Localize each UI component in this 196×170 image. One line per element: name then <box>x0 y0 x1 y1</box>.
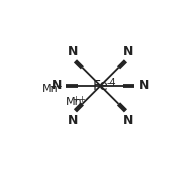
Text: Mn: Mn <box>42 84 59 94</box>
Text: -4: -4 <box>107 78 117 88</box>
Text: N: N <box>67 45 78 58</box>
Text: ++: ++ <box>49 82 63 91</box>
Text: Mn: Mn <box>66 97 83 107</box>
Text: N: N <box>123 45 133 58</box>
Text: Fe: Fe <box>93 79 108 93</box>
Text: ++: ++ <box>73 95 86 104</box>
Text: N: N <box>138 79 149 92</box>
Text: N: N <box>52 79 63 92</box>
Text: N: N <box>67 114 78 127</box>
Text: N: N <box>123 114 133 127</box>
